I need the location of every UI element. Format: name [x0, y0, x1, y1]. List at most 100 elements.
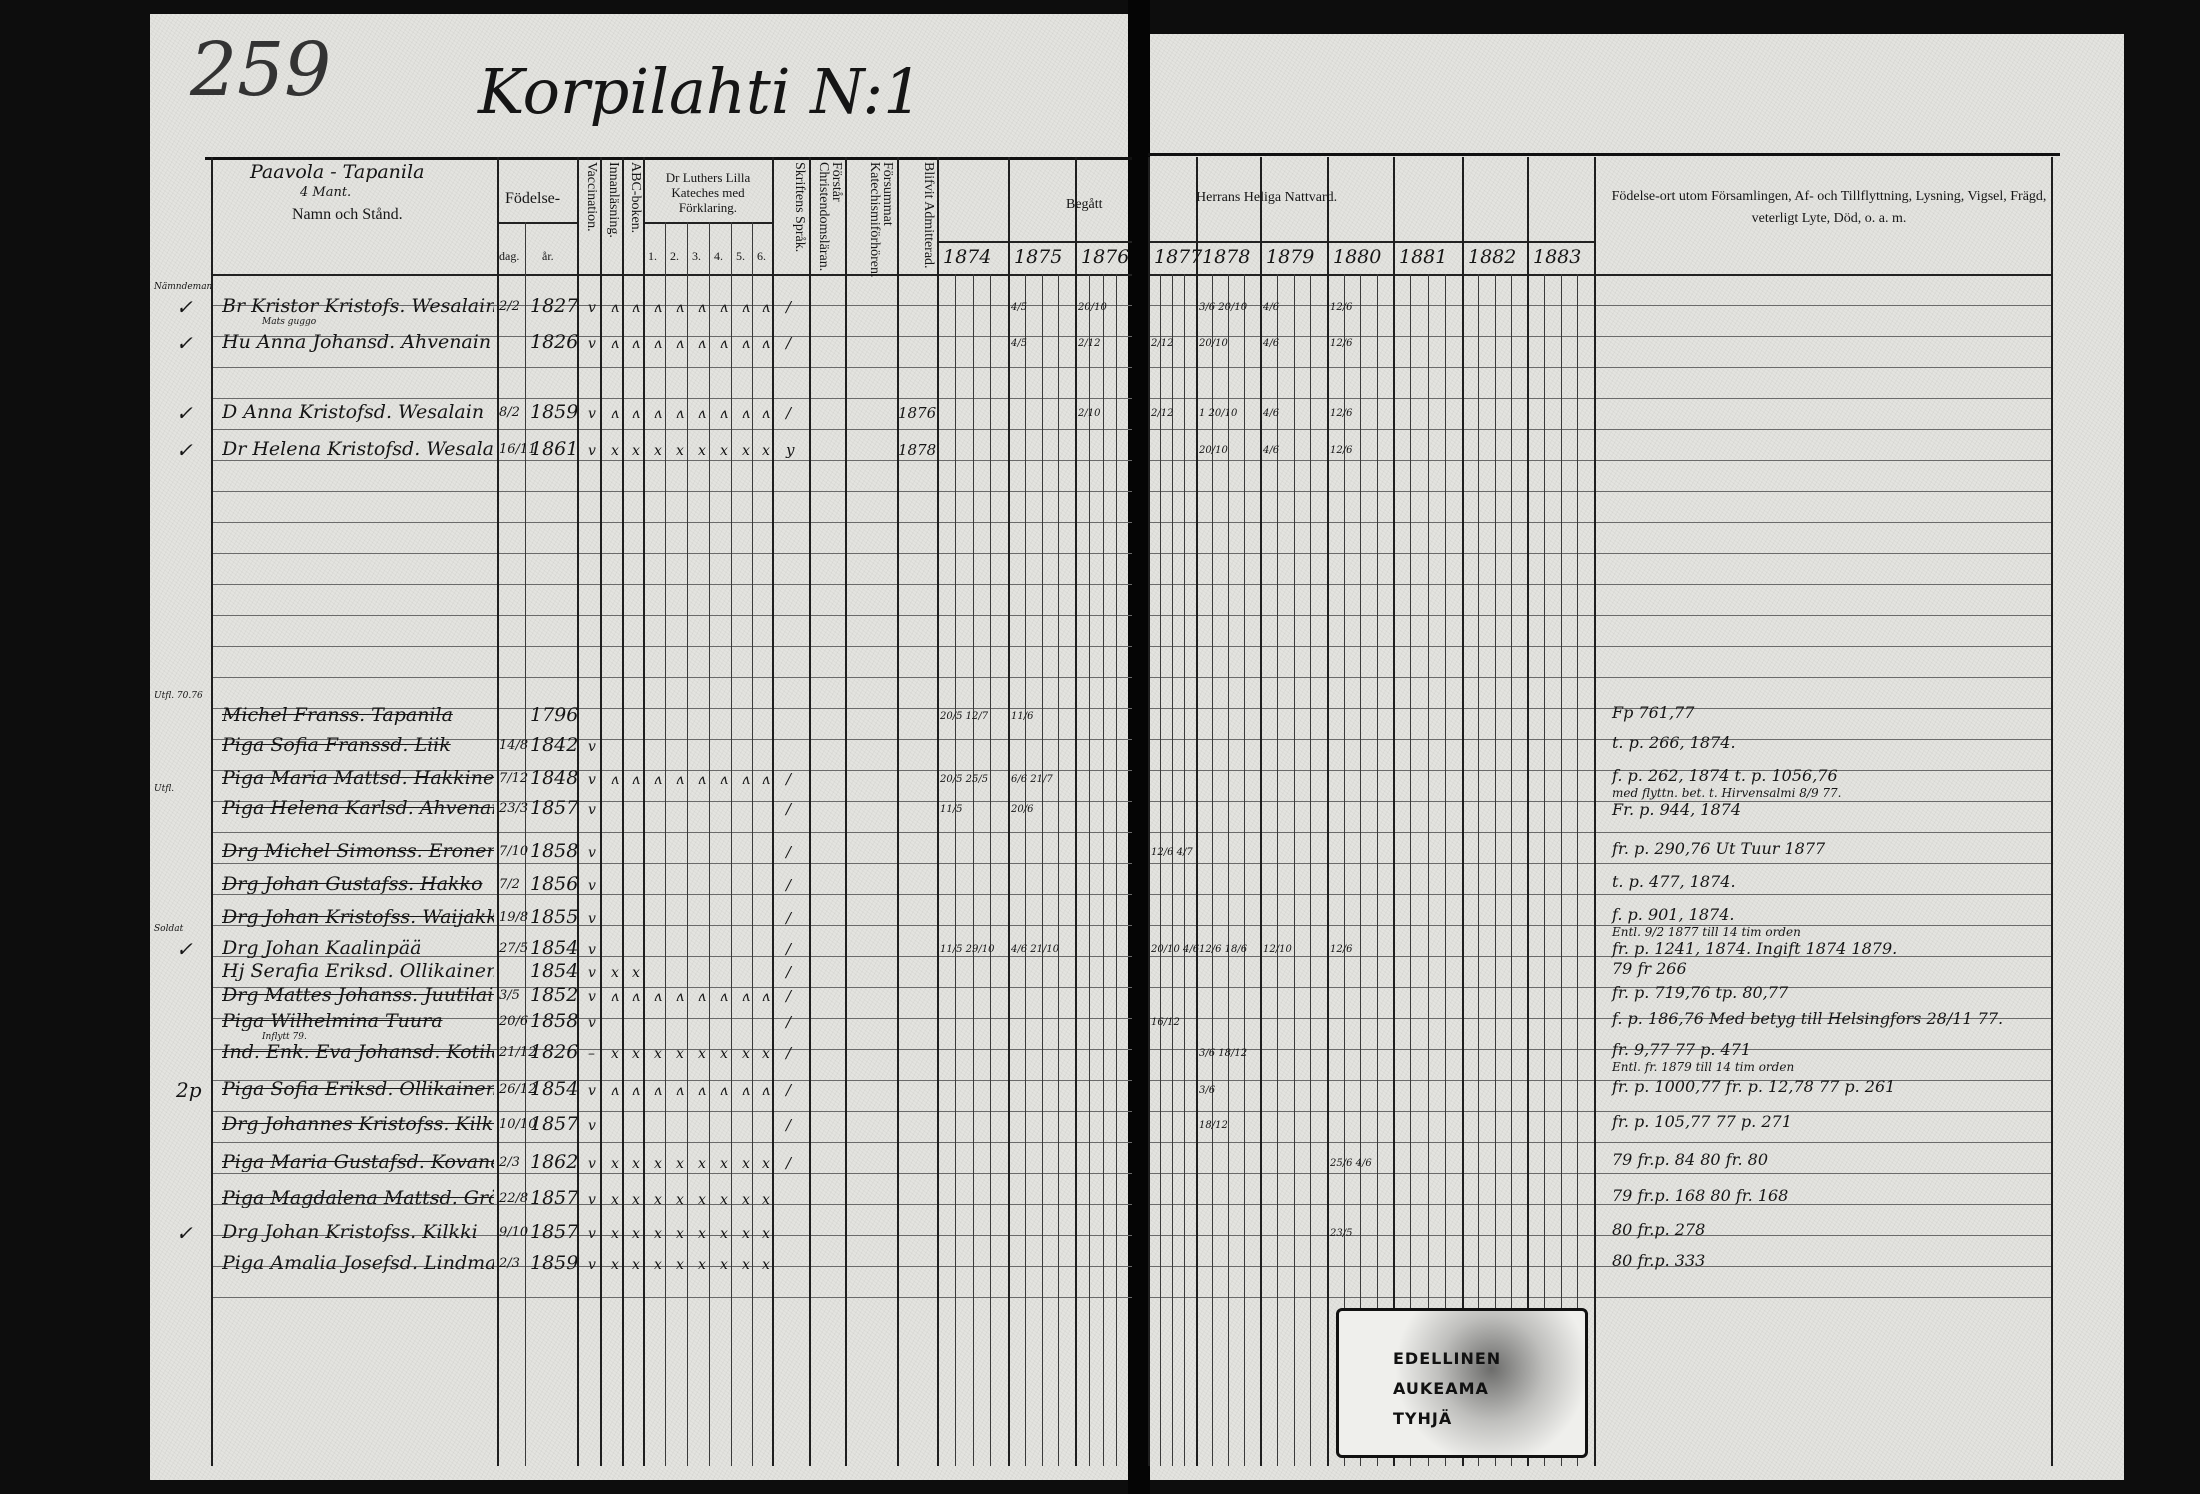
- birth-year: 1862: [530, 1151, 579, 1173]
- entry-name: Drg Mattes Johanss. Juutilainen: [222, 985, 494, 1005]
- knowledge-mark: x: [720, 1226, 728, 1242]
- row-rule: [211, 1049, 1132, 1050]
- row-rule: [211, 987, 1132, 988]
- header-remarks: Födelse-ort utom Församlingen, Af- och T…: [1611, 189, 2047, 226]
- birth-year: 1859: [530, 401, 579, 423]
- knowledge-mark: v: [588, 989, 596, 1005]
- knowledge-mark: v: [588, 300, 596, 316]
- catechism-part-number: 5.: [736, 249, 745, 263]
- entry-prefix-note: Nämndeman: [154, 282, 213, 292]
- communion-date: 12/6 4/7: [1151, 847, 1193, 858]
- row-rule: [1148, 553, 2051, 554]
- row-rule: [1148, 894, 2051, 895]
- communion-date: 20/5 12/7: [940, 711, 989, 722]
- knowledge-mark: ʌ: [632, 336, 640, 352]
- communion-date: 20/10: [1199, 338, 1228, 349]
- column-rule: [1393, 157, 1395, 1466]
- header-name: Namn och Stånd.: [292, 206, 403, 223]
- row-rule: [1148, 305, 2051, 306]
- scripture-mark: /: [786, 1044, 792, 1062]
- row-rule: [1148, 1049, 2051, 1050]
- knowledge-mark: x: [654, 1226, 662, 1242]
- column-rule: [1310, 274, 1311, 1466]
- communion-date: 3/6 18/12: [1199, 1048, 1248, 1059]
- birth-year: 1857: [530, 1221, 579, 1243]
- header-admitted: Blifvit Admitterad.: [921, 162, 936, 269]
- row-rule: [211, 1266, 1132, 1267]
- entry-name: Piga Maria Gustafsd. Kovanen: [222, 1152, 494, 1172]
- knowledge-mark: ʌ: [720, 336, 728, 352]
- remark: t. p. 477, 1874.: [1612, 872, 1736, 891]
- column-rule: [1594, 157, 1596, 1466]
- birth-day: 2/3: [499, 1256, 520, 1271]
- entry-name: Drg Michel Simonss. Eronen: [222, 841, 494, 861]
- knowledge-mark: v: [588, 802, 596, 818]
- remark: f. p. 262, 1874 t. p. 1056,76: [1612, 766, 1838, 785]
- communion-date: 4/6: [1263, 302, 1280, 313]
- row-rule: [211, 1111, 1132, 1112]
- row-rule: [211, 367, 1132, 368]
- row-rule: [1148, 1142, 2051, 1143]
- remark: Entl. 9/2 1877 till 14 tim orden: [1612, 925, 1801, 939]
- row-rule: [211, 801, 1132, 802]
- knowledge-mark: v: [588, 1015, 596, 1031]
- row-rule: [1148, 1173, 2051, 1174]
- row-rule: [1148, 832, 2051, 833]
- column-rule: [1428, 274, 1429, 1466]
- knowledge-mark: ʌ: [720, 406, 728, 422]
- row-rule: [211, 584, 1132, 585]
- remark: fr. p. 290,76 Ut Tuur 1877: [1612, 839, 1826, 858]
- entry-name: Piga Magdalena Mattsd. Grönroos: [222, 1188, 494, 1208]
- birth-day: 2/2: [499, 299, 520, 314]
- knowledge-mark: ʌ: [698, 989, 706, 1005]
- birth-year: 1826: [530, 1041, 579, 1063]
- column-rule: [1495, 274, 1496, 1466]
- birth-day: 14/8: [499, 738, 529, 753]
- catechism-part-number: 3.: [692, 249, 701, 263]
- row-rule: [1148, 646, 2051, 647]
- remark: f. p. 901, 1874.: [1612, 905, 1735, 924]
- knowledge-mark: x: [611, 1226, 619, 1242]
- column-rule: [1160, 274, 1161, 1466]
- column-rule: [709, 222, 710, 1466]
- knowledge-mark: v: [588, 942, 596, 958]
- row-rule: [1148, 1018, 2051, 1019]
- header-abc: ABC-boken.: [628, 162, 643, 234]
- remark: t. p. 266, 1874.: [1612, 733, 1736, 752]
- remark: fr. p. 1000,77 fr. p. 12,78 77 p. 261: [1612, 1077, 1896, 1096]
- communion-date: 11/5 29/10: [940, 944, 995, 955]
- knowledge-mark: x: [698, 1046, 706, 1062]
- year-header: 1881: [1399, 246, 1448, 268]
- column-rule: [1527, 157, 1529, 1466]
- knowledge-mark: x: [762, 1046, 770, 1062]
- knowledge-mark: x: [742, 1046, 750, 1062]
- birth-year: 1848: [530, 767, 579, 789]
- knowledge-mark: x: [611, 965, 619, 981]
- knowledge-mark: ʌ: [762, 300, 770, 316]
- knowledge-mark: ʌ: [698, 772, 706, 788]
- communion-date: 4/5: [1011, 302, 1028, 313]
- knowledge-mark: ʌ: [676, 336, 684, 352]
- scripture-mark: /: [786, 940, 792, 958]
- entry-name: Ind. Enk. Eva Johansd. Kotilainen: [222, 1042, 494, 1062]
- column-rule: [577, 157, 579, 1466]
- knowledge-mark: x: [611, 1156, 619, 1172]
- row-rule: [211, 615, 1132, 616]
- column-rule: [497, 157, 499, 1466]
- column-rule: [1511, 274, 1512, 1466]
- knowledge-mark: ʌ: [654, 772, 662, 788]
- knowledge-mark: ʌ: [632, 300, 640, 316]
- catechism-part-number: 2.: [670, 249, 679, 263]
- header-birth-day: dag.: [499, 249, 520, 263]
- row-rule: [1148, 925, 2051, 926]
- row-rule: [1148, 460, 2051, 461]
- knowledge-mark: ʌ: [762, 1083, 770, 1099]
- knowledge-mark: ʌ: [611, 406, 619, 422]
- birth-day: 7/2: [499, 877, 520, 892]
- birth-divider: [497, 222, 577, 224]
- column-rule: [1294, 274, 1295, 1466]
- column-rule: [1075, 157, 1077, 1466]
- column-rule: [1148, 157, 1150, 1466]
- birth-year: 1854: [530, 1078, 579, 1100]
- knowledge-mark: ʌ: [611, 300, 619, 316]
